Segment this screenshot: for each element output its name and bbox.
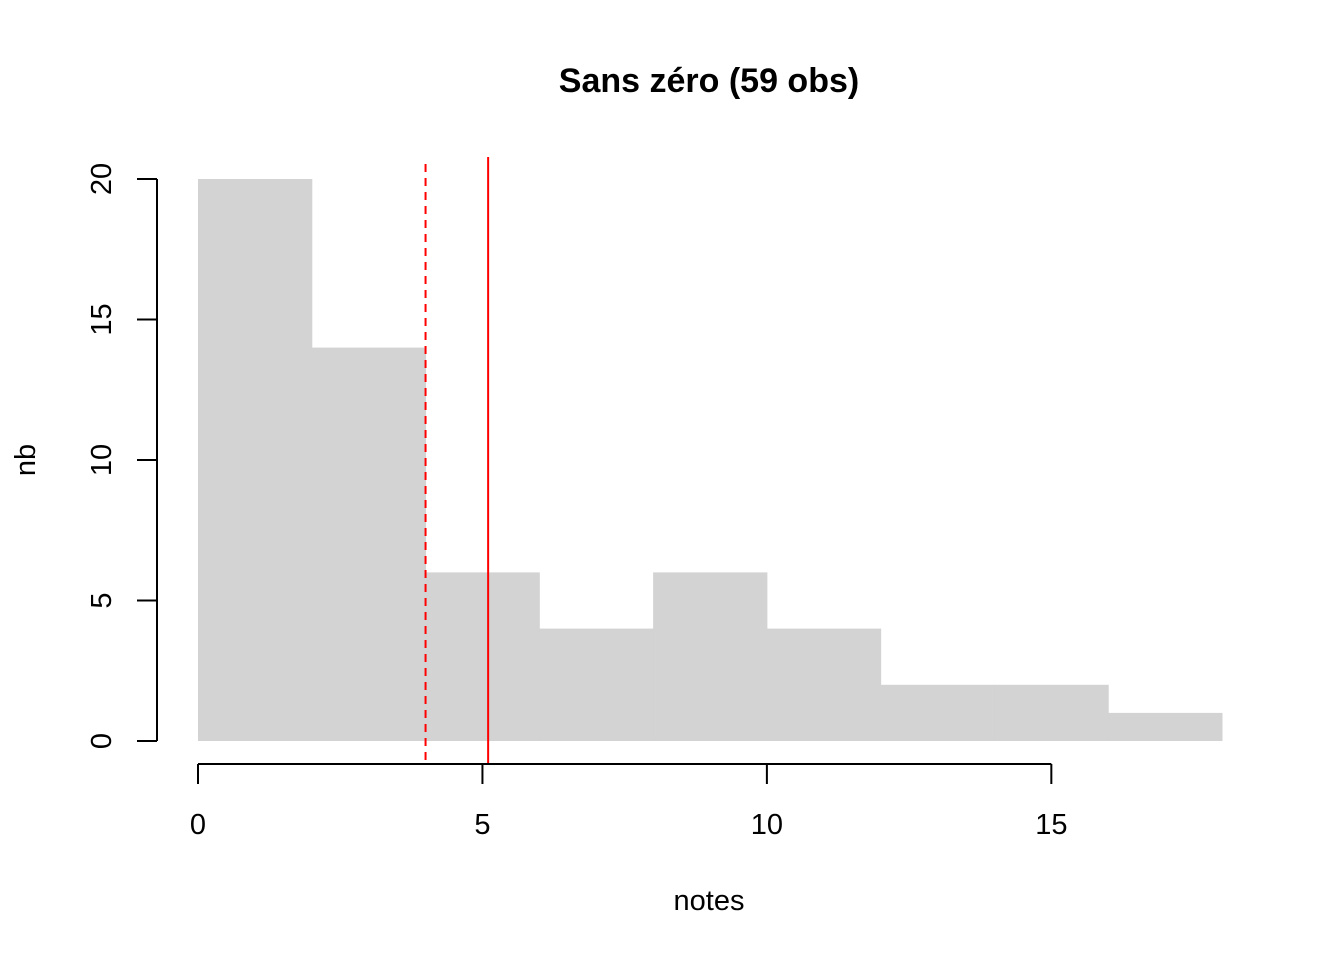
- bar-4: [653, 572, 768, 741]
- bars-group: [198, 179, 1223, 741]
- x-axis-label: notes: [674, 885, 745, 917]
- x-tick-label-0: 0: [190, 809, 206, 841]
- bar-5: [766, 628, 882, 741]
- x-tick-label-3: 15: [1035, 809, 1067, 841]
- y-tick-label-0: 0: [86, 733, 118, 749]
- y-tick-label-4: 20: [86, 163, 118, 195]
- bar-8: [1108, 712, 1223, 741]
- bar-3: [539, 628, 654, 741]
- x-tick-label-1: 5: [474, 809, 490, 841]
- y-axis-label: nb: [10, 444, 42, 476]
- y-axis: 0 5 10 15 20: [86, 163, 158, 749]
- x-axis: 0 5 10 15: [190, 763, 1067, 841]
- bar-2: [425, 572, 540, 741]
- reference-lines-group: [424, 157, 490, 764]
- bar-0: [198, 179, 313, 741]
- y-tick-label-2: 10: [86, 444, 118, 476]
- x-tick-label-2: 10: [751, 809, 783, 841]
- chart-title: Sans zéro (59 obs): [559, 62, 859, 100]
- bar-7: [994, 684, 1109, 741]
- y-tick-label-1: 5: [86, 592, 118, 608]
- y-tick-label-3: 15: [86, 303, 118, 335]
- bar-6: [880, 684, 995, 741]
- bar-1: [311, 347, 427, 741]
